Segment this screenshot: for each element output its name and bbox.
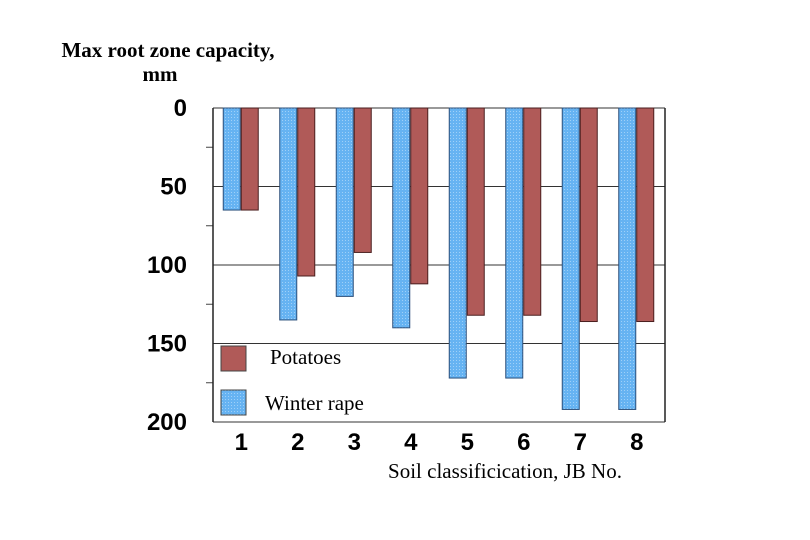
bars <box>222 107 655 410</box>
x-tick-label: 7 <box>574 429 587 456</box>
y-tick-label: 100 <box>147 252 187 279</box>
y-tick-label: 200 <box>147 409 187 436</box>
bar-winter-rape <box>618 107 637 410</box>
y-tick-label: 0 <box>174 95 187 122</box>
legend-label-winter-rape: Winter rape <box>265 391 364 415</box>
x-tick-label: 6 <box>517 429 530 456</box>
x-tick-labels: 1 2 3 4 5 6 7 8 <box>235 429 644 456</box>
bar-winter-rape <box>279 107 298 321</box>
axes <box>206 108 666 422</box>
bar-winter-rape <box>335 107 354 297</box>
bar-potatoes <box>240 107 259 211</box>
x-tick-label: 3 <box>348 429 361 456</box>
bar-potatoes <box>297 107 316 277</box>
y-axis-label: Max root zone capacity, <box>61 38 274 62</box>
legend-label-potatoes: Potatoes <box>270 345 341 369</box>
bar-potatoes <box>636 107 655 323</box>
legend-swatch-winter-rape <box>220 389 247 416</box>
bar-winter-rape <box>222 107 241 211</box>
x-tick-label: 8 <box>630 429 643 456</box>
x-axis-label: Soil classificication, JB No. <box>388 459 622 483</box>
y-tick-labels: 0 50 100 150 200 <box>147 95 187 436</box>
bar-potatoes <box>466 107 485 316</box>
legend-swatch-potatoes <box>220 345 247 372</box>
bar-potatoes <box>353 107 372 253</box>
bar-potatoes <box>410 107 429 285</box>
x-tick-label: 2 <box>291 429 304 456</box>
bar-winter-rape <box>561 107 580 410</box>
x-tick-label: 1 <box>235 429 248 456</box>
x-tick-label: 5 <box>461 429 474 456</box>
bar-winter-rape <box>392 107 411 329</box>
y-tick-label: 150 <box>147 331 187 358</box>
bar-potatoes <box>579 107 598 323</box>
x-tick-label: 4 <box>404 429 418 456</box>
bar-winter-rape <box>448 107 467 379</box>
legend: Potatoes Winter rape <box>220 345 364 416</box>
y-axis-unit: mm <box>143 62 178 86</box>
y-tick-label: 50 <box>160 174 187 201</box>
bar-potatoes <box>523 107 542 316</box>
bar-winter-rape <box>505 107 524 379</box>
